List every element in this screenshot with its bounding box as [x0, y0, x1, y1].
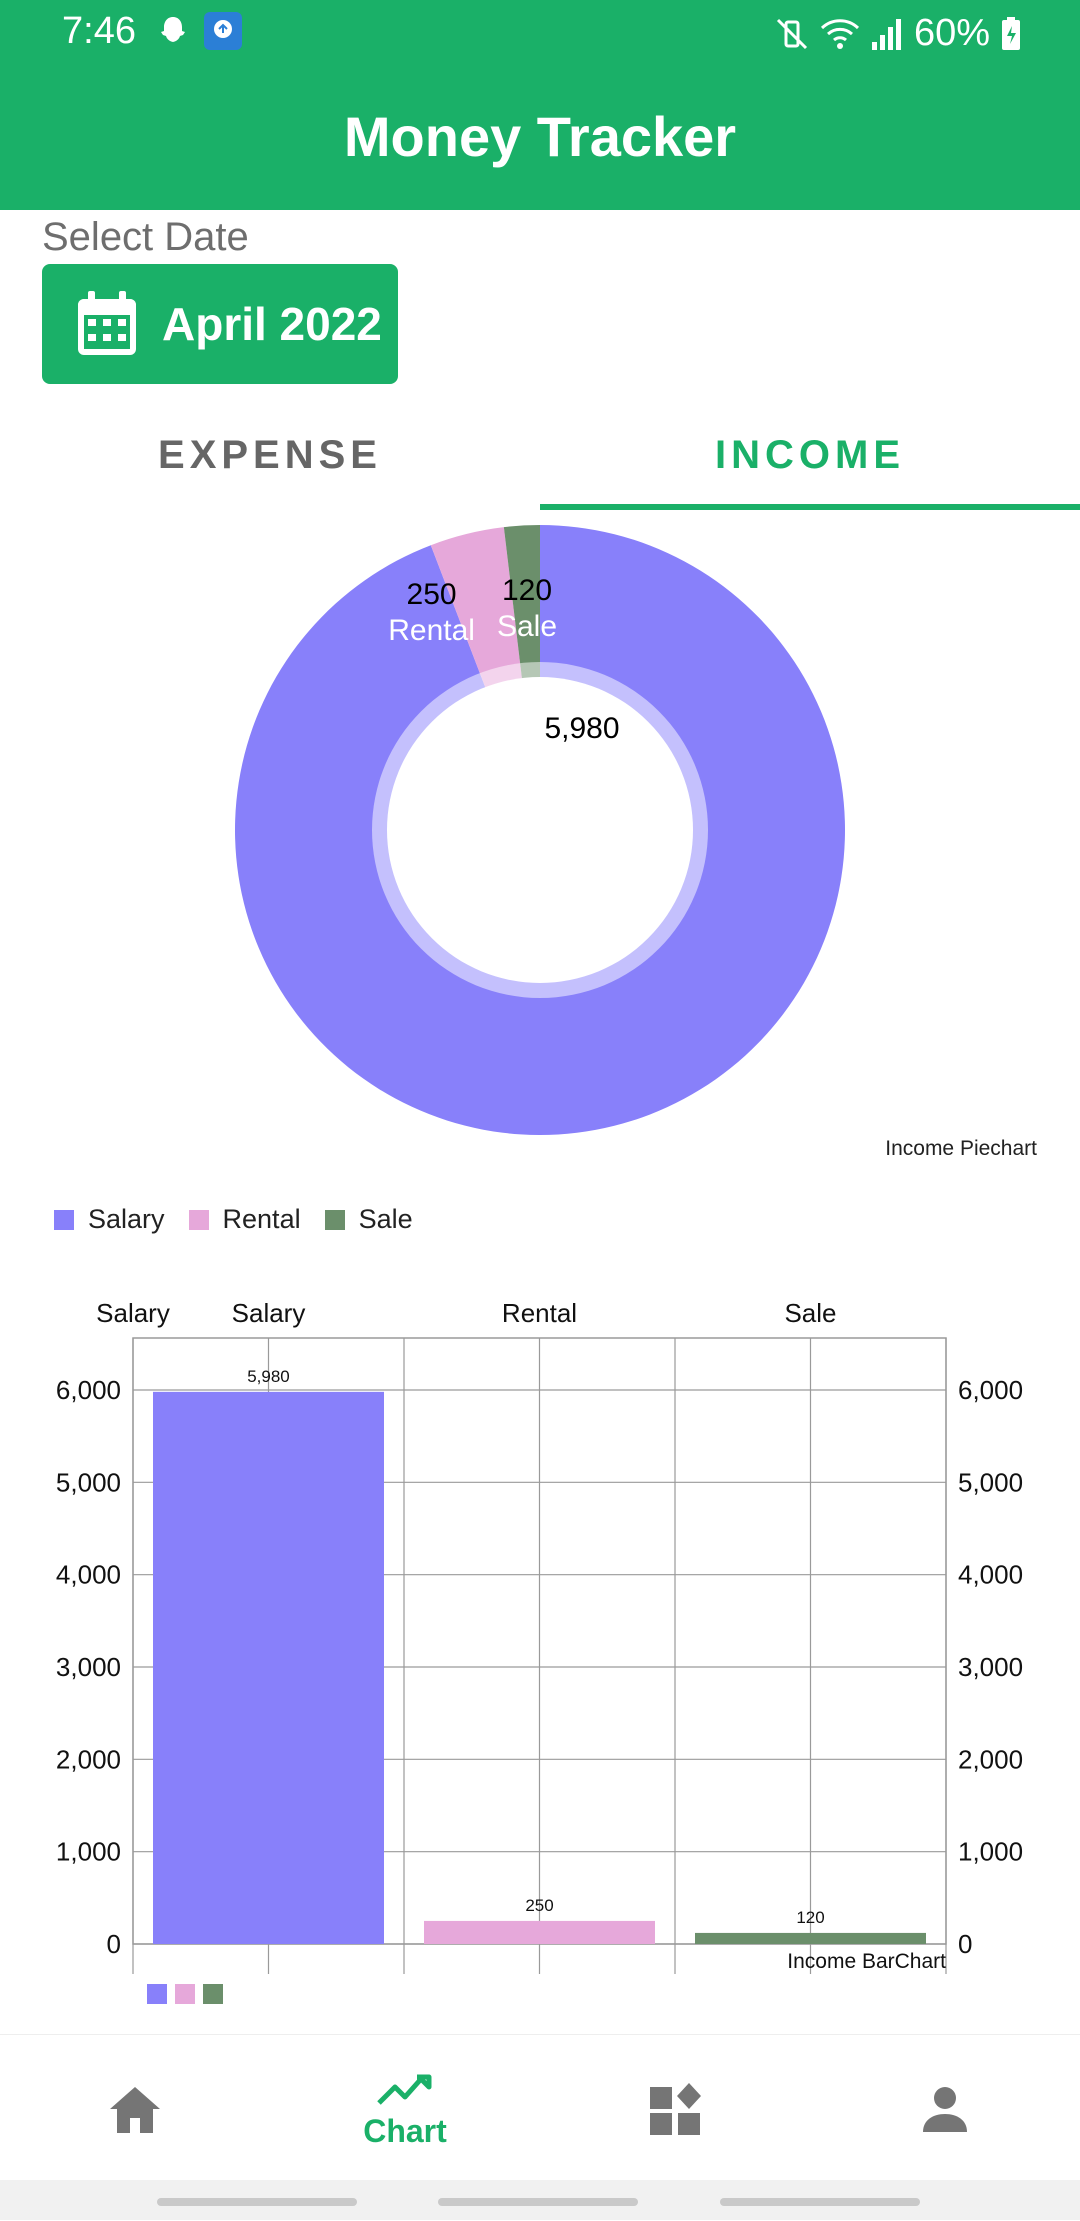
y-tick-label-left: 2,000 [56, 1744, 121, 1774]
nav-gesture-pill[interactable] [157, 2198, 357, 2206]
pie-category-label: Sale [497, 610, 557, 643]
calendar-icon [78, 291, 136, 355]
cloud-upload-icon [204, 12, 242, 50]
wifi-icon [820, 18, 859, 49]
signal-icon [871, 18, 901, 50]
bar-salary[interactable] [153, 1391, 384, 1944]
select-date-label: Select Date [42, 215, 249, 259]
pie-value-label: 120 [502, 574, 552, 607]
person-icon [923, 2087, 967, 2132]
x-tick-label: Salary [232, 1298, 306, 1328]
bar-rental[interactable] [424, 1920, 655, 1944]
date-picker-button[interactable]: April 2022 [42, 264, 398, 384]
legend-item-sale: Sale [324, 1204, 413, 1235]
y-tick-label-right: 1,000 [958, 1837, 1023, 1867]
bar-legend-swatch [147, 1984, 167, 2004]
pie-category-label: Rental [388, 614, 475, 647]
x-tick-label: Salary [96, 1298, 170, 1328]
legend-item-salary: Salary [54, 1204, 165, 1235]
nav-chart[interactable]: Chart [270, 2035, 540, 2185]
y-tick-label-left: 0 [107, 1929, 121, 1959]
x-tick-label: Sale [784, 1298, 836, 1328]
bar-legend-swatch [203, 1984, 223, 2004]
tab-expense[interactable]: EXPENSE [158, 432, 382, 477]
legend-item-rental: Rental [188, 1204, 301, 1235]
y-tick-label-left: 5,000 [56, 1467, 121, 1497]
y-tick-label-right: 4,000 [958, 1560, 1023, 1590]
nav-gesture-pill[interactable] [720, 2198, 920, 2206]
legend-swatch [54, 1209, 74, 1230]
snapchat-icon [156, 14, 190, 48]
legend-swatch [324, 1209, 345, 1230]
x-tick-label: Rental [502, 1298, 577, 1328]
y-tick-label-right: 6,000 [958, 1375, 1023, 1405]
y-tick-label-right: 3,000 [958, 1652, 1023, 1682]
battery-charging-icon [1002, 16, 1020, 50]
status-right: 60% [774, 12, 1022, 55]
legend-label: Salary [88, 1204, 165, 1234]
bar-value-label: 120 [796, 1908, 824, 1927]
pie-value-label: 250 [407, 578, 457, 611]
mute-vibrate-icon [776, 18, 807, 49]
app-bar: Money Tracker [0, 64, 1080, 210]
bar-legend-swatch [175, 1984, 195, 2004]
nav-profile[interactable] [810, 2035, 1080, 2185]
home-icon [110, 2087, 160, 2133]
pie-value-label: 5,980 [544, 712, 619, 745]
date-value: April 2022 [162, 298, 382, 350]
y-tick-label-right: 0 [958, 1929, 972, 1959]
pie-hole [387, 677, 693, 983]
status-time: 7:46 [62, 10, 136, 52]
pie-legend: Salary Rental Sale [54, 1204, 437, 1235]
legend-swatch [188, 1209, 209, 1230]
page-title: Money Tracker [343, 105, 737, 168]
bar-value-label: 250 [525, 1896, 553, 1915]
legend-label: Rental [222, 1204, 301, 1234]
nav-gesture-pill[interactable] [438, 2198, 638, 2206]
income-bar-chart[interactable]: 0 0 1,000 1,000 2,000 2,000 3,000 3,000 4,000 4,0… [0, 1270, 1080, 2030]
tab-indicator [540, 504, 1080, 510]
y-tick-label-left: 4,000 [56, 1560, 121, 1590]
bar-sale[interactable] [695, 1932, 926, 1944]
pie-description: Income Piechart [885, 1137, 1037, 1160]
tab-income[interactable]: INCOME [715, 432, 905, 477]
y-tick-label-right: 2,000 [958, 1744, 1023, 1774]
nav-chart-label: Chart [363, 2112, 447, 2149]
bar-chart-description: Income BarChart [787, 1950, 946, 1973]
y-tick-label-right: 5,000 [958, 1467, 1023, 1497]
chart-line-icon [377, 2074, 432, 2105]
legend-label: Sale [358, 1204, 413, 1234]
battery-text: 60% [913, 12, 990, 54]
pie-category-label: Salary [539, 748, 624, 781]
widgets-icon [650, 2083, 701, 2135]
bar-value-label: 5,980 [247, 1367, 290, 1386]
nav-widgets[interactable] [540, 2035, 810, 2185]
gesture-bar [0, 2180, 1080, 2220]
y-tick-label-left: 3,000 [56, 1652, 121, 1682]
nav-home[interactable] [0, 2035, 270, 2185]
y-tick-label-left: 1,000 [56, 1837, 121, 1867]
y-tick-label-left: 6,000 [56, 1375, 121, 1405]
status-bar: 7:46 60% [0, 0, 1080, 64]
